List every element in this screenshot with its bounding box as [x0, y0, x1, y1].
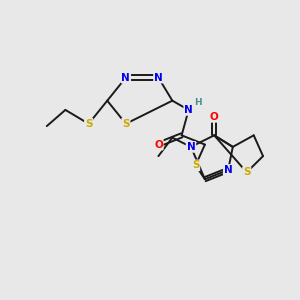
Text: N: N [224, 165, 233, 175]
Text: N: N [122, 73, 130, 82]
Text: S: S [192, 160, 200, 170]
Text: H: H [194, 98, 202, 107]
Text: S: S [122, 119, 130, 129]
Text: O: O [154, 140, 163, 150]
Text: S: S [243, 167, 250, 177]
Text: N: N [187, 142, 195, 152]
Text: N: N [154, 73, 163, 82]
Text: O: O [210, 112, 219, 122]
Text: N: N [184, 105, 193, 115]
Text: S: S [85, 119, 92, 129]
